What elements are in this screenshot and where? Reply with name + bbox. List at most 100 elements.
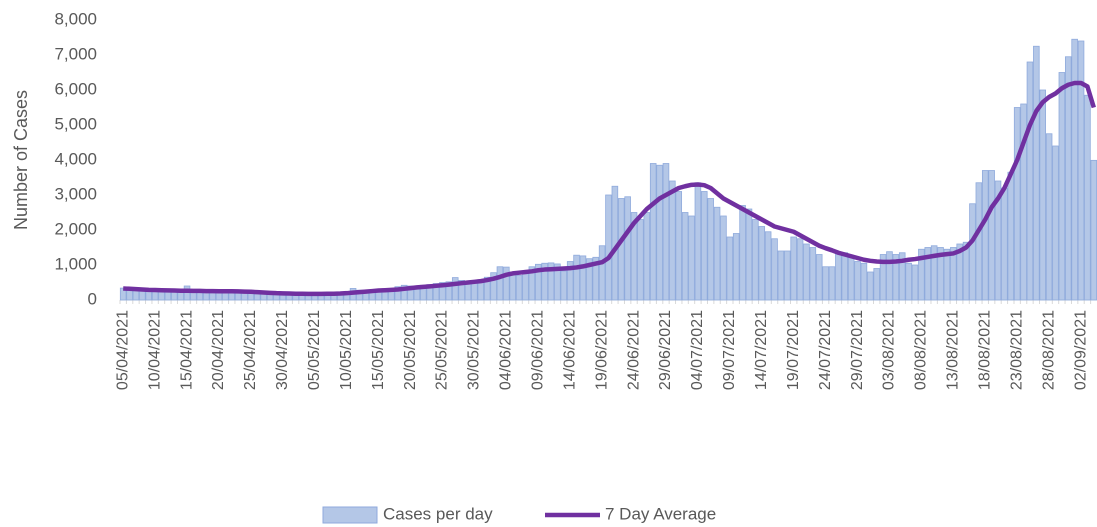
line [123, 80, 1096, 297]
x-tick-label: 10/05/2021 [338, 310, 355, 390]
bar [771, 238, 778, 301]
bar [847, 255, 855, 301]
bar [688, 215, 695, 301]
x-tick-label: 23/08/2021 [1008, 310, 1025, 390]
y-tick-label: 7,000 [54, 44, 97, 63]
bar [432, 283, 440, 301]
bar [790, 236, 797, 301]
x-tick-label: 09/06/2021 [529, 310, 546, 390]
bar [1033, 45, 1040, 301]
bar [605, 194, 612, 301]
bar [1084, 94, 1091, 301]
bar [886, 251, 893, 301]
bar [547, 262, 555, 301]
x-tick-label: 09/07/2021 [721, 310, 738, 390]
x-tick-label: 13/08/2021 [945, 310, 962, 390]
bar [1052, 145, 1059, 301]
bar [445, 281, 453, 301]
bar [649, 163, 657, 301]
bar [924, 247, 932, 301]
x-tick-label: 14/06/2021 [561, 310, 578, 390]
bar [803, 243, 810, 301]
x-tick-label: 29/07/2021 [849, 310, 866, 390]
x-tick-label: 04/07/2021 [689, 310, 706, 390]
bar [758, 226, 766, 301]
y-tick-label: 1,000 [54, 254, 97, 273]
bar [656, 164, 663, 301]
bar [522, 273, 529, 301]
bar [694, 182, 702, 301]
bar [950, 247, 957, 301]
legend-label: 7 Day Average [605, 504, 716, 523]
x-tick-label: 15/04/2021 [178, 310, 195, 390]
bar [509, 271, 516, 301]
bar [643, 212, 651, 301]
bar [669, 180, 676, 301]
bar [592, 256, 600, 301]
bar [566, 261, 574, 301]
bar [483, 276, 491, 301]
bar [1026, 61, 1034, 301]
bar [822, 266, 829, 301]
bar [918, 248, 925, 301]
bar [988, 170, 995, 301]
x-tick-label: 25/05/2021 [434, 310, 451, 390]
bar [841, 252, 849, 301]
x-tick-label: 14/07/2021 [753, 310, 770, 390]
bar [732, 233, 740, 301]
bar [541, 262, 548, 301]
y-tick-label: 5,000 [54, 114, 97, 133]
bar [981, 170, 989, 301]
y-tick-label: 3,000 [54, 184, 97, 203]
bar [713, 206, 721, 301]
bar [969, 203, 976, 301]
bar [394, 286, 402, 301]
x-tick-label: 24/07/2021 [817, 310, 834, 390]
bar [1077, 40, 1085, 301]
bar [1058, 72, 1066, 301]
bar [739, 205, 746, 301]
bar [835, 252, 842, 301]
bar [439, 282, 446, 301]
x-tick-label: 10/04/2021 [146, 310, 163, 390]
bar [911, 264, 919, 301]
bar [515, 275, 523, 301]
bar [720, 215, 727, 301]
bar [726, 236, 734, 301]
bar [1001, 187, 1008, 301]
bar [707, 198, 714, 301]
x-tick-label: 20/04/2021 [210, 310, 227, 390]
bar [784, 250, 791, 301]
x-tick-label: 08/08/2021 [913, 310, 930, 390]
bar [675, 191, 683, 301]
bar [796, 238, 804, 301]
bar [1064, 56, 1072, 301]
bar [1045, 133, 1053, 301]
bar [879, 254, 887, 301]
x-tick-label: 28/08/2021 [1040, 310, 1057, 390]
y-axis-title: Number of Cases [11, 90, 31, 230]
bar [554, 263, 561, 301]
bar [937, 247, 944, 301]
bar [573, 254, 580, 301]
bar [598, 245, 606, 301]
bar [828, 266, 836, 301]
bar [458, 279, 465, 301]
x-tick-label: 02/09/2021 [1072, 310, 1089, 390]
bar [560, 270, 568, 301]
bar [662, 163, 670, 301]
bar [400, 284, 408, 301]
bar [586, 258, 593, 301]
x-tick-label: 03/08/2021 [881, 310, 898, 390]
bar [624, 196, 631, 301]
bar [752, 219, 759, 301]
legend-swatch [322, 506, 378, 524]
bar [975, 182, 983, 301]
bar [873, 268, 880, 301]
x-tick-label: 24/06/2021 [625, 310, 642, 390]
x-tick-label: 15/05/2021 [370, 310, 387, 390]
bar [809, 247, 817, 301]
bar [490, 272, 497, 301]
bar [943, 248, 951, 301]
